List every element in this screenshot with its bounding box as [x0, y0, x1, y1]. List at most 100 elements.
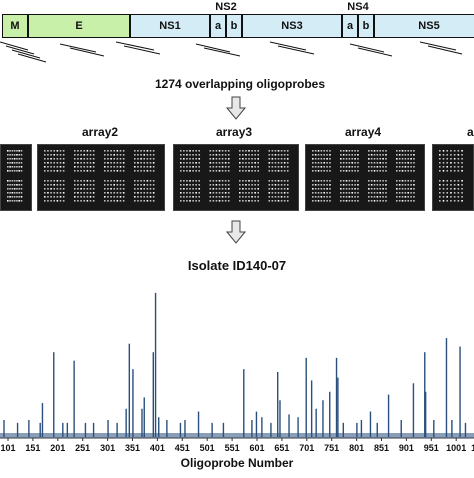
- array-spot: [373, 196, 376, 198]
- array-spot: [342, 200, 345, 202]
- array-spot: [180, 188, 182, 190]
- array-spot: [245, 162, 247, 164]
- array-spot: [89, 188, 92, 190]
- array-spot: [280, 166, 283, 168]
- array-spot: [143, 184, 146, 186]
- array-spot: [320, 154, 323, 156]
- array-spot: [80, 200, 82, 202]
- array-spot: [326, 188, 328, 190]
- array-spot: [457, 180, 460, 182]
- array-spot: [413, 184, 415, 186]
- array-spot: [89, 170, 92, 172]
- array-spot: [140, 158, 142, 160]
- array-spot: [77, 166, 79, 168]
- array-spot: [137, 158, 139, 160]
- array-spot: [446, 170, 449, 172]
- array-spot: [342, 196, 345, 198]
- array-spot: [107, 188, 109, 190]
- array-spot: [283, 196, 286, 198]
- x-tick-label: 1001: [446, 443, 466, 453]
- array-spot: [62, 184, 65, 186]
- array-spot: [326, 158, 328, 160]
- array-spot: [209, 166, 212, 168]
- array-spot: [77, 158, 79, 160]
- array-spot: [370, 170, 373, 172]
- array-spot: [323, 184, 326, 186]
- array-spot: [74, 180, 76, 182]
- array-spot: [152, 154, 155, 156]
- array-spot: [345, 196, 348, 198]
- array-spot: [215, 180, 218, 182]
- array-spot: [13, 196, 16, 198]
- array-spot: [345, 150, 348, 152]
- array-spot: [92, 188, 95, 190]
- array-spot: [442, 184, 445, 186]
- array-spot: [146, 166, 149, 168]
- array-spot: [342, 166, 345, 168]
- array-spot: [11, 170, 14, 172]
- array-spot: [92, 158, 95, 160]
- array-spot: [268, 192, 271, 194]
- array-spot: [351, 170, 354, 172]
- array-spot: [47, 200, 49, 202]
- array-spot: [198, 200, 201, 202]
- array-spot: [280, 200, 283, 202]
- array-spot: [398, 162, 401, 164]
- array-spot: [450, 184, 452, 186]
- array-spot: [113, 188, 116, 190]
- array-spot: [11, 192, 14, 194]
- array-spot: [16, 166, 18, 168]
- group-label-ns2: NS2: [215, 1, 237, 13]
- array-spot: [274, 150, 277, 152]
- array-spot: [119, 200, 122, 202]
- array-spot: [354, 192, 356, 194]
- array-spot: [385, 192, 387, 194]
- array-spot: [398, 154, 401, 156]
- array-spot: [340, 192, 342, 194]
- array-spot: [224, 166, 227, 168]
- array-spot: [404, 200, 407, 202]
- array-spot: [351, 154, 354, 156]
- array-spot: [186, 154, 188, 156]
- array-spot: [224, 200, 227, 202]
- array-spot: [376, 170, 379, 172]
- array-spot: [274, 192, 277, 194]
- array-spot: [189, 188, 191, 190]
- array-spot: [44, 180, 46, 182]
- array-spot: [370, 154, 373, 156]
- array-spot: [140, 184, 142, 186]
- array-spot: [140, 180, 142, 182]
- array-spot: [59, 162, 62, 164]
- array-spot: [152, 180, 155, 182]
- array-spot: [382, 200, 384, 202]
- array-spot: [104, 200, 106, 202]
- array-spot: [134, 150, 136, 152]
- array-spot: [348, 200, 351, 202]
- array-spot: [77, 150, 79, 152]
- array-spot: [18, 170, 21, 172]
- array-spot: [80, 196, 82, 198]
- array-spot: [62, 200, 65, 202]
- array-spot: [44, 200, 46, 202]
- array-spot: [53, 196, 56, 198]
- array-spot: [323, 188, 326, 190]
- array-spot: [189, 162, 191, 164]
- array-spot: [224, 180, 227, 182]
- array-spot: [224, 158, 227, 160]
- array-spot: [280, 162, 283, 164]
- array-spot: [314, 188, 317, 190]
- array-spot: [218, 196, 221, 198]
- array-spot: [77, 180, 79, 182]
- array-spot: [461, 150, 463, 152]
- array-spot: [50, 166, 52, 168]
- array-spot: [245, 150, 247, 152]
- array-spot: [248, 162, 250, 164]
- array-spot: [396, 196, 398, 198]
- array-spot: [254, 196, 256, 198]
- array-spot: [146, 196, 149, 198]
- x-tick-label: 851: [374, 443, 389, 453]
- array-spot: [326, 150, 328, 152]
- array-spot: [342, 154, 345, 156]
- array-spot: [442, 196, 445, 198]
- array-spot: [215, 170, 218, 172]
